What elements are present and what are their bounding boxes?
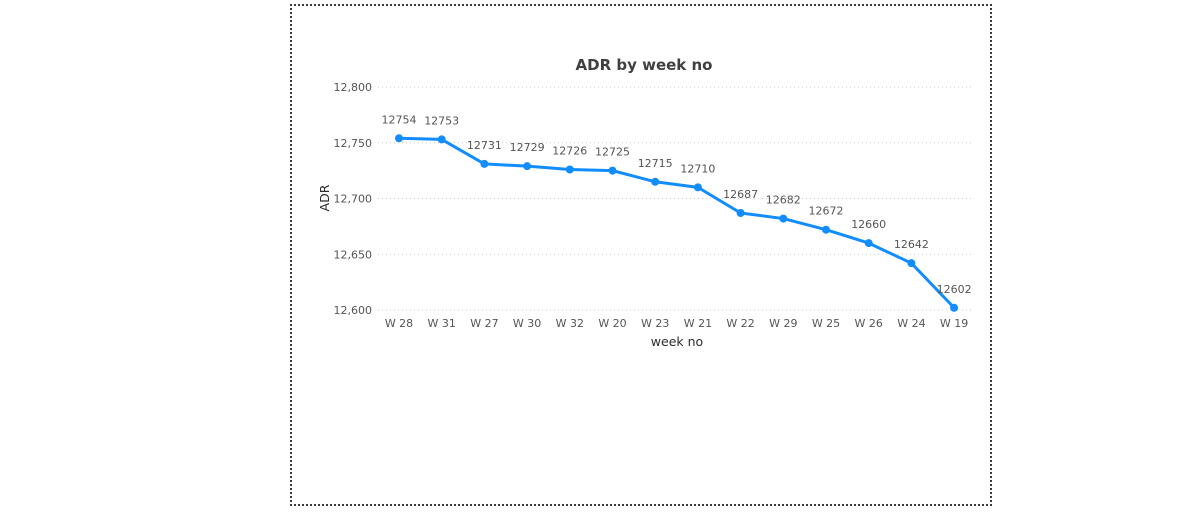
data-point[interactable]: [950, 303, 959, 312]
data-label: 12729: [510, 141, 545, 154]
x-axis-ticks: W 28 W 31 W 27 W 30 W 32 W 20 W 23 W 21 W 22 W 29…: [385, 317, 968, 330]
x-tick-label: W 25: [812, 317, 840, 330]
data-label: 12726: [552, 145, 587, 158]
data-points: [395, 134, 959, 312]
x-tick-label: W 28: [385, 317, 413, 330]
data-point[interactable]: [693, 183, 702, 192]
data-label: 12602: [937, 283, 972, 296]
x-tick-label: W 23: [641, 317, 669, 330]
data-label: 12710: [680, 162, 715, 175]
x-tick-label: W 24: [897, 317, 925, 330]
x-tick-label: W 19: [940, 317, 968, 330]
data-point[interactable]: [822, 225, 830, 234]
x-tick-label: W 26: [855, 317, 883, 330]
data-labels: 12754 12753 12731 12729 12726 12725 12715 12710…: [382, 113, 972, 295]
x-tick-label: W 22: [726, 317, 754, 330]
x-tick-label: W 20: [598, 317, 626, 330]
data-point[interactable]: [608, 166, 617, 175]
y-axis-title: ADR: [317, 184, 332, 211]
y-tick-label: 12,750: [334, 137, 373, 150]
x-axis-title: week no: [651, 334, 703, 349]
data-point[interactable]: [907, 259, 916, 268]
chart-visual-container[interactable]: [290, 4, 992, 506]
y-axis-ticks: 12,600 12,650 12,700 12,750 12,800: [334, 81, 373, 317]
data-point[interactable]: [565, 165, 574, 174]
data-point[interactable]: [651, 177, 660, 186]
data-point[interactable]: [480, 159, 489, 168]
data-point[interactable]: [736, 208, 745, 217]
data-label: 12682: [766, 194, 801, 207]
data-point[interactable]: [779, 214, 788, 223]
data-label: 12754: [382, 113, 417, 126]
data-point[interactable]: [395, 134, 403, 143]
data-label: 12725: [595, 146, 630, 159]
y-tick-label: 12,650: [334, 248, 373, 261]
x-tick-label: W 27: [470, 317, 498, 330]
x-tick-label: W 32: [556, 317, 584, 330]
x-tick-label: W 31: [428, 317, 456, 330]
data-label: 12715: [638, 157, 673, 170]
x-tick-label: W 30: [513, 317, 541, 330]
data-point[interactable]: [437, 135, 446, 144]
y-tick-label: 12,600: [334, 304, 373, 317]
data-label: 12731: [467, 139, 502, 152]
y-tick-label: 12,700: [334, 193, 373, 206]
data-label: 12660: [851, 218, 886, 231]
x-tick-label: W 21: [684, 317, 712, 330]
data-point[interactable]: [523, 162, 532, 171]
data-point[interactable]: [864, 239, 873, 248]
data-label: 12753: [424, 114, 459, 127]
x-tick-label: W 29: [769, 317, 797, 330]
chart-title: ADR by week no: [576, 56, 713, 74]
data-label: 12687: [723, 188, 758, 201]
series-line: [397, 136, 956, 310]
data-label: 12672: [809, 205, 844, 218]
gridlines: [378, 86, 972, 311]
y-tick-label: 12,800: [334, 81, 373, 94]
data-label: 12642: [894, 238, 929, 251]
